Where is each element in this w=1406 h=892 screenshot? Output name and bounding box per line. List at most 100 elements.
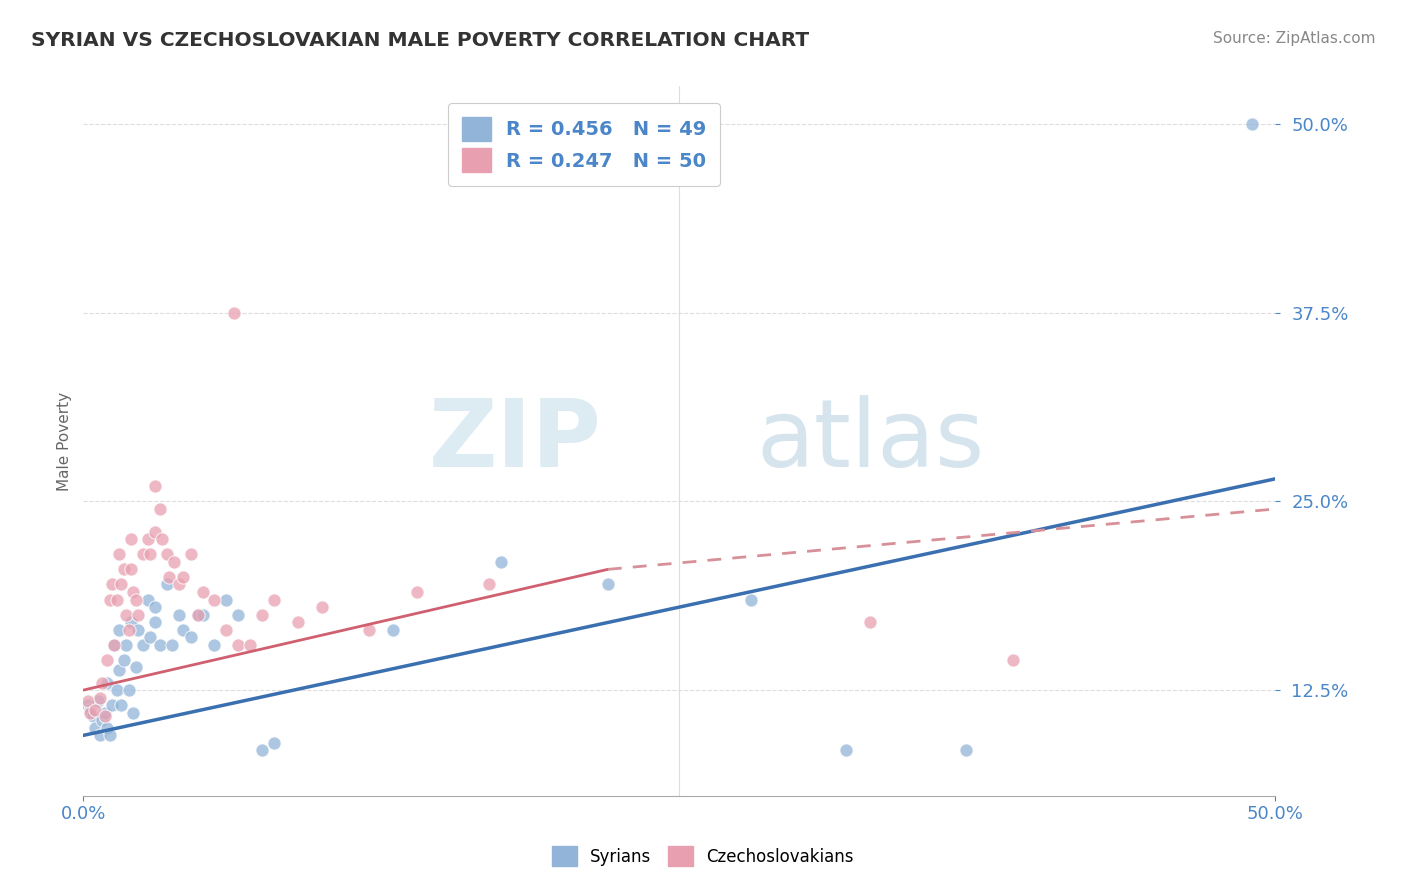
Point <box>101 698 124 713</box>
Point <box>94 708 117 723</box>
Point <box>108 664 131 678</box>
Point <box>263 592 285 607</box>
Point <box>167 607 190 622</box>
Point <box>117 623 139 637</box>
Point <box>105 592 128 607</box>
Point <box>835 743 858 757</box>
Point <box>98 592 121 607</box>
Point <box>311 600 333 615</box>
Point <box>115 607 138 622</box>
Point <box>143 600 166 615</box>
Point <box>149 638 172 652</box>
Point <box>172 623 194 637</box>
Point <box>110 698 132 713</box>
Point <box>263 736 285 750</box>
Point <box>103 638 125 652</box>
Point <box>94 706 117 720</box>
Point <box>120 615 142 630</box>
Point <box>79 703 101 717</box>
Point <box>157 570 180 584</box>
Point <box>740 592 762 607</box>
Point <box>191 585 214 599</box>
Point <box>143 615 166 630</box>
Point <box>84 703 107 717</box>
Point <box>150 532 173 546</box>
Point <box>250 743 273 757</box>
Point <box>149 502 172 516</box>
Point <box>160 638 183 652</box>
Point <box>110 577 132 591</box>
Point <box>108 547 131 561</box>
Point <box>489 555 512 569</box>
Point <box>156 547 179 561</box>
Point <box>204 638 226 652</box>
Point <box>239 638 262 652</box>
Point <box>1002 653 1025 667</box>
Point <box>105 683 128 698</box>
Point <box>82 708 104 723</box>
Point <box>84 721 107 735</box>
Point <box>136 532 159 546</box>
Point <box>120 562 142 576</box>
Legend: Syrians, Czechoslovakians: Syrians, Czechoslovakians <box>546 839 860 873</box>
Legend: R = 0.456   N = 49, R = 0.247   N = 50: R = 0.456 N = 49, R = 0.247 N = 50 <box>449 103 720 186</box>
Point <box>77 698 100 713</box>
Point <box>204 592 226 607</box>
Point <box>112 562 135 576</box>
Point <box>132 638 155 652</box>
Point <box>1240 117 1263 131</box>
Point <box>120 532 142 546</box>
Point <box>596 577 619 591</box>
Point <box>180 630 202 644</box>
Point <box>132 547 155 561</box>
Point <box>859 615 882 630</box>
Point <box>125 592 148 607</box>
Point <box>139 547 162 561</box>
Point <box>187 607 209 622</box>
Point <box>96 653 118 667</box>
Point <box>226 638 249 652</box>
Point <box>163 555 186 569</box>
Point <box>136 592 159 607</box>
Point <box>287 615 309 630</box>
Point <box>215 592 238 607</box>
Point <box>117 683 139 698</box>
Point <box>91 713 114 727</box>
Point <box>187 607 209 622</box>
Point <box>103 638 125 652</box>
Point <box>122 706 145 720</box>
Point <box>215 623 238 637</box>
Point <box>382 623 405 637</box>
Text: ZIP: ZIP <box>429 395 602 487</box>
Point <box>86 694 108 708</box>
Point <box>250 607 273 622</box>
Point <box>112 653 135 667</box>
Text: atlas: atlas <box>756 395 986 487</box>
Point <box>226 607 249 622</box>
Point <box>96 675 118 690</box>
Point <box>139 630 162 644</box>
Point <box>122 585 145 599</box>
Point <box>101 577 124 591</box>
Y-axis label: Male Poverty: Male Poverty <box>58 392 72 491</box>
Point <box>115 638 138 652</box>
Point <box>359 623 381 637</box>
Text: Source: ZipAtlas.com: Source: ZipAtlas.com <box>1212 31 1375 46</box>
Point <box>478 577 501 591</box>
Point <box>91 675 114 690</box>
Point <box>127 607 149 622</box>
Point <box>77 694 100 708</box>
Point <box>191 607 214 622</box>
Point <box>96 721 118 735</box>
Point <box>180 547 202 561</box>
Point <box>98 728 121 742</box>
Point <box>955 743 977 757</box>
Point <box>156 577 179 591</box>
Point <box>222 306 245 320</box>
Point <box>125 660 148 674</box>
Point <box>108 623 131 637</box>
Point <box>167 577 190 591</box>
Point <box>143 479 166 493</box>
Point <box>143 524 166 539</box>
Point <box>79 706 101 720</box>
